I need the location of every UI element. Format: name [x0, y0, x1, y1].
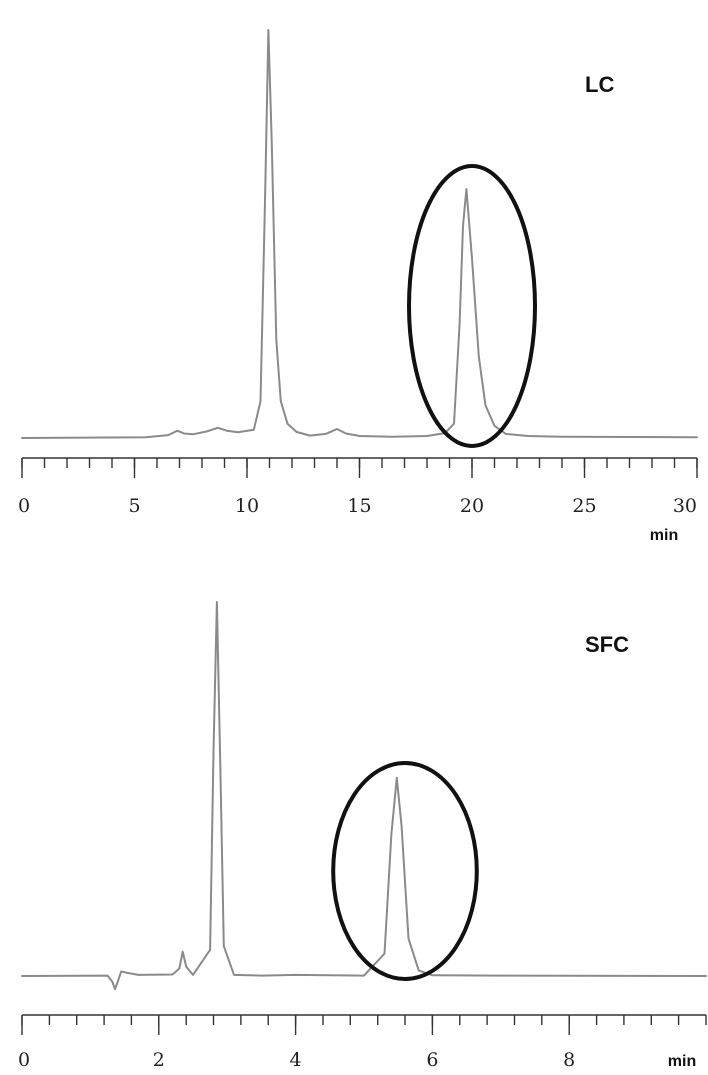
sfc-tick-label: 8: [563, 1049, 575, 1071]
lc-tick-label: 25: [572, 495, 596, 517]
sfc-plot-area: [22, 602, 706, 989]
sfc-chromatogram-trace: [22, 602, 706, 989]
sfc-chromatogram-panel: SFC 0 2 4 6 8 min: [18, 602, 706, 1071]
lc-chromatogram-panel: LC 0 5 10 15 20 25 30 min: [18, 30, 697, 544]
lc-tick-label: 10: [235, 495, 259, 517]
sfc-x-axis-ticks: [22, 1015, 706, 1035]
lc-x-axis-unit-label: min: [650, 527, 678, 544]
lc-tick-label: 15: [347, 495, 371, 517]
sfc-tick-label: 0: [18, 1049, 30, 1071]
sfc-panel-label: SFC: [585, 632, 629, 657]
lc-panel-label: LC: [585, 72, 614, 97]
sfc-x-axis-tick-labels: 0 2 4 6 8: [18, 1049, 575, 1071]
lc-tick-label: 20: [460, 495, 484, 517]
lc-highlighted-peak-circle: [409, 166, 535, 446]
sfc-tick-label: 6: [426, 1049, 438, 1071]
sfc-x-axis-unit-label: min: [668, 1053, 696, 1070]
lc-x-axis-tick-labels: 0 5 10 15 20 25 30: [18, 495, 697, 517]
lc-tick-label: 0: [18, 495, 30, 517]
lc-tick-label: 30: [673, 495, 697, 517]
sfc-tick-label: 2: [153, 1049, 165, 1071]
lc-x-axis-ticks: [22, 458, 697, 478]
lc-tick-label: 5: [128, 495, 140, 517]
sfc-tick-label: 4: [290, 1049, 302, 1071]
